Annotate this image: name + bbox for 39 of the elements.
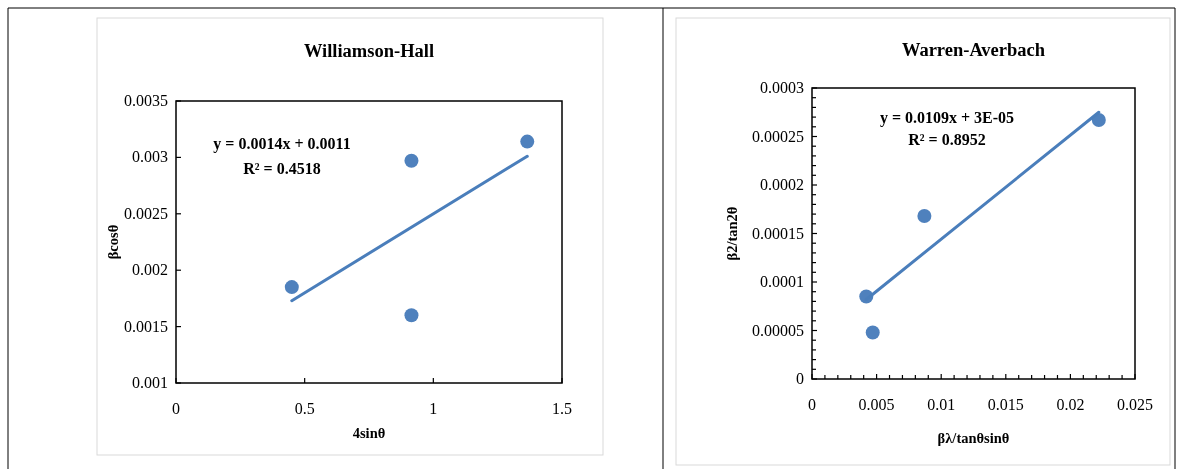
x-tick-label: 1.5 xyxy=(552,400,572,417)
y-tick-label: 0.0025 xyxy=(124,204,168,222)
y-tick-label: 0.0002 xyxy=(760,176,804,193)
annotation: y = 0.0014x + 0.0011 xyxy=(213,135,351,153)
y-tick-label: 0 xyxy=(796,370,804,387)
y-tick-label: 0.0003 xyxy=(760,79,804,96)
point xyxy=(917,209,932,224)
x-tick-label: 0.025 xyxy=(1117,396,1153,413)
annotation: y = 0.0109x + 3E-05 xyxy=(879,109,1015,127)
y-tick-label: 0.002 xyxy=(132,261,168,279)
annotation: R² = 0.8952 xyxy=(908,131,986,148)
x-tick-label: 0 xyxy=(172,400,180,417)
x-axis-title: βλ/tanθsinθ xyxy=(937,430,1010,446)
point xyxy=(404,308,419,323)
y-tick-label: 0.001 xyxy=(132,374,168,391)
x-tick-label: 0.01 xyxy=(927,396,956,413)
chart-title: Warren-Averbach xyxy=(901,40,1046,60)
point xyxy=(520,134,535,149)
y-tick-label: 0.003 xyxy=(132,148,168,166)
annotation: R² = 0.4518 xyxy=(243,160,321,177)
y-tick-label: 0.00005 xyxy=(752,321,804,339)
y-axis-title: βcosθ xyxy=(105,224,121,260)
x-tick-label: 0.5 xyxy=(294,400,315,417)
point xyxy=(865,325,880,340)
y-axis-title: β2/tan2θ xyxy=(724,206,740,261)
chart-title: Williamson-Hall xyxy=(303,41,435,61)
y-tick-label: 0.00025 xyxy=(752,127,804,145)
x-tick-label: 0 xyxy=(808,396,816,413)
point xyxy=(284,280,299,295)
y-tick-label: 0.0035 xyxy=(124,92,168,109)
x-axis-title: 4sinθ xyxy=(352,425,386,441)
point xyxy=(404,153,419,168)
y-tick-label: 0.00015 xyxy=(752,224,804,242)
x-tick-label: 0.005 xyxy=(858,396,895,413)
y-tick-label: 0.0015 xyxy=(124,317,168,335)
y-tick-label: 0.0001 xyxy=(760,273,804,290)
x-tick-label: 0.015 xyxy=(987,396,1024,413)
x-tick-label: 0.02 xyxy=(1056,396,1085,413)
x-tick-label: 1 xyxy=(429,400,438,417)
